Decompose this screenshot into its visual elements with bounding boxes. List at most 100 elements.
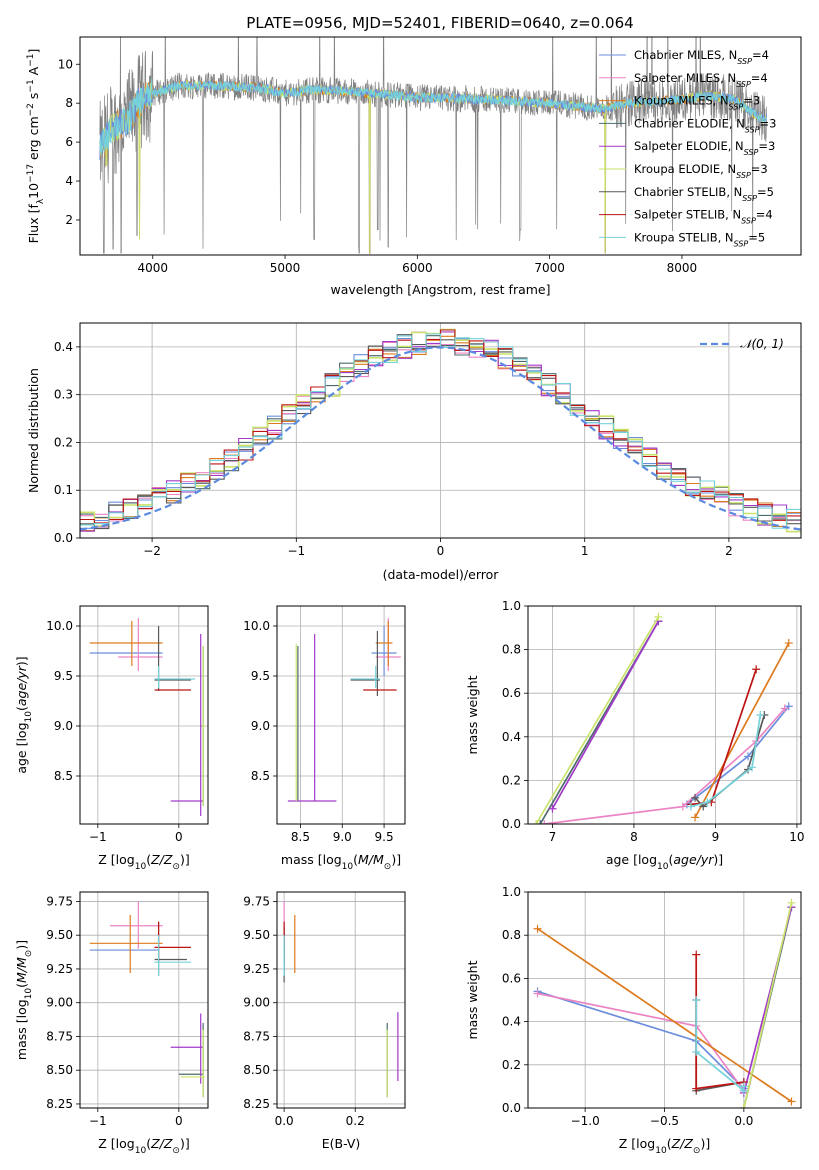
age-vs-Z-errorbar-salpeter-elodie bbox=[170, 634, 204, 816]
spectrum-xtick-label-1: 5000 bbox=[270, 261, 301, 275]
massweight-vs-Z-labels: Z [log10(Z/Z⊙)] mass weight bbox=[465, 960, 710, 1156]
legend-label-kroupa-elodie: Kroupa ELODIE, NSSP=3 bbox=[634, 162, 768, 180]
massweight-vs-Z-marker-kroupa-elodie-0 bbox=[739, 1104, 748, 1108]
age-vs-mass-labels: mass [log10(M/M⊙)] bbox=[281, 852, 401, 872]
mass-vs-Z-ytick-label-4: 9.25 bbox=[46, 962, 73, 976]
spectrum-frame bbox=[79, 36, 802, 256]
mass-vs-Z-frame bbox=[79, 891, 209, 1109]
massweight-vs-Z-xtick-label-1: −0.5 bbox=[650, 1114, 679, 1128]
massweight-vs-age-line-salpeter-elodie bbox=[551, 620, 660, 810]
residuals-xtick-label-1: −1 bbox=[287, 544, 305, 558]
massweight-vs-Z-plot-area bbox=[533, 898, 796, 1108]
legend-label-salpeter-miles: Salpeter MILES, NSSP=4 bbox=[634, 71, 768, 89]
massweight-vs-Z-line-chabrier-stelib bbox=[695, 1000, 745, 1092]
age-vs-Z-ytick-label-0: 8.5 bbox=[54, 769, 73, 783]
age-vs-Z-plot-area bbox=[89, 618, 206, 816]
spectrum-model-kroupa-stelib bbox=[99, 78, 768, 154]
massweight-vs-Z-ytick-label-2: 0.4 bbox=[502, 1015, 521, 1029]
age-vs-Z-errorbar-chabrier-stelib bbox=[154, 626, 191, 691]
massweight-vs-Z-marker-kroupa-miles-1 bbox=[787, 1097, 796, 1106]
age-vs-mass-xtick-label-0: 8.5 bbox=[291, 830, 310, 844]
residuals-axes: −2 −1 0 1 2 0.0 0.1 0.2 0.3 0.4 bbox=[54, 323, 801, 558]
age-vs-Z-ylabel: age [log10(age/yr)] bbox=[14, 656, 34, 773]
mass-vs-Z-errorbar-salpeter-stelib bbox=[154, 921, 191, 963]
massweight-vs-age-marker-salpeter-elodie-0 bbox=[548, 804, 557, 813]
massweight-vs-age-xtick-label-3: 10 bbox=[789, 830, 804, 844]
massweight-vs-Z-series-salpeter-elodie bbox=[739, 903, 796, 1097]
massweight-vs-age-series-kroupa-elodie bbox=[532, 612, 663, 824]
spectrum-xtick-label-4: 8000 bbox=[667, 261, 698, 275]
massweight-vs-age-xtick-label-2: 9 bbox=[712, 830, 720, 844]
massweight-vs-age-ytick-label-5: 1.0 bbox=[502, 599, 521, 613]
massweight-vs-age-xlabel: age [log10(age/yr)] bbox=[606, 852, 723, 872]
mass-vs-EBV-ytick-label-3: 9.00 bbox=[243, 996, 270, 1010]
massweight-vs-age-marker-salpeter-miles-3 bbox=[780, 704, 789, 713]
age-vs-Z-xtick-label-0: −1 bbox=[89, 830, 107, 844]
massweight-vs-age-marker-kroupa-miles-0 bbox=[691, 813, 700, 822]
spectrum-ytick-label-4: 10 bbox=[58, 57, 73, 71]
mass-vs-EBV-ytick-label-0: 8.25 bbox=[243, 1097, 270, 1111]
massweight-vs-age-marker-kroupa-miles-1 bbox=[784, 639, 793, 648]
spectrum-xtick-label-0: 4000 bbox=[137, 261, 168, 275]
mass-vs-Z-xlabel: Z [log10(Z/Z⊙)] bbox=[98, 1136, 189, 1156]
age-vs-Z-frame bbox=[79, 605, 209, 825]
mass-vs-Z-plot-area bbox=[89, 901, 205, 1098]
massweight-vs-age-ytick-label-3: 0.6 bbox=[502, 686, 521, 700]
massweight-vs-Z-xlabel: Z [log10(Z/Z⊙)] bbox=[619, 1136, 710, 1156]
mass-vs-EBV-ytick-label-1: 8.50 bbox=[243, 1063, 270, 1077]
massweight-vs-Z-series-chabrier-miles bbox=[533, 987, 748, 1093]
massweight-vs-Z-series-salpeter-miles bbox=[533, 989, 748, 1095]
massweight-vs-age-marker-salpeter-miles-1 bbox=[678, 802, 687, 811]
age-vs-Z-errorbar-salpeter-miles bbox=[118, 618, 163, 671]
age-vs-mass-frame bbox=[276, 605, 406, 825]
massweight-vs-age-marker-chabrier-stelib-0 bbox=[691, 793, 700, 802]
age-vs-Z-xtick-label-1: 0 bbox=[175, 830, 183, 844]
massweight-vs-Z-ytick-label-4: 0.8 bbox=[502, 928, 521, 942]
residuals-plot-area bbox=[80, 328, 801, 533]
age-vs-Z-ytick-label-3: 10.0 bbox=[46, 619, 73, 633]
massweight-vs-age-marker-salpeter-stelib-2 bbox=[752, 665, 761, 674]
massweight-vs-Z-line-kroupa-stelib bbox=[695, 1000, 745, 1093]
mass-vs-EBV-plot-area bbox=[283, 901, 399, 1098]
massweight-vs-age-marker-kroupa-stelib-0 bbox=[686, 802, 695, 811]
spectrum-ylabel: Flux [fλ10−17 erg cm−2 s−1 A−1] bbox=[26, 49, 46, 244]
age-vs-Z-ytick-label-1: 9.0 bbox=[54, 719, 73, 733]
residuals-xlabel: (data-model)/error bbox=[383, 567, 500, 582]
age-vs-mass-xtick-label-2: 9.5 bbox=[375, 830, 394, 844]
massweight-vs-Z-ytick-label-0: 0.0 bbox=[502, 1101, 521, 1115]
massweight-vs-age-marker-chabrier-elodie-0 bbox=[536, 820, 545, 824]
residuals-ytick-label-1: 0.1 bbox=[54, 483, 73, 497]
massweight-vs-age-xtick-label-0: 7 bbox=[549, 830, 557, 844]
age-vs-Z-axes: −1 0 8.5 9.0 9.5 10.0 bbox=[46, 606, 208, 844]
age-vs-Z-errorbar-kroupa-stelib bbox=[154, 666, 196, 688]
massweight-vs-age-marker-chabrier-miles-2 bbox=[784, 702, 793, 711]
massweight-vs-Z-marker-kroupa-stelib-3 bbox=[739, 1082, 748, 1091]
residuals-xtick-label-0: −2 bbox=[143, 544, 161, 558]
massweight-vs-age-series-kroupa-stelib bbox=[686, 711, 765, 811]
figure-title: PLATE=0956, MJD=52401, FIBERID=0640, z=0… bbox=[246, 14, 633, 32]
spectrum-legend: Chabrier MILES, NSSP=4 Salpeter MILES, NS… bbox=[599, 48, 776, 248]
massweight-vs-age-line-kroupa-stelib bbox=[690, 714, 762, 808]
residuals-ytick-label-2: 0.2 bbox=[54, 435, 73, 449]
massweight-vs-Z-ylabel: mass weight bbox=[465, 960, 480, 1039]
mass-vs-EBV-xtick-label-0: 0.0 bbox=[275, 1114, 294, 1128]
mass-vs-Z-ytick-label-2: 8.75 bbox=[46, 1029, 73, 1043]
residuals-frame bbox=[79, 322, 802, 539]
massweight-vs-age-labels: age [log10(age/yr)] mass weight bbox=[465, 675, 723, 872]
residuals-ytick-label-3: 0.3 bbox=[54, 388, 73, 402]
massweight-vs-age-series-chabrier-stelib bbox=[691, 711, 769, 811]
mass-vs-Z-errorbar-kroupa-stelib bbox=[154, 935, 191, 976]
massweight-vs-Z-line-kroupa-elodie bbox=[743, 902, 793, 1108]
massweight-vs-Z-series-kroupa-elodie bbox=[739, 898, 796, 1108]
massweight-vs-Z-line-chabrier-miles bbox=[537, 990, 745, 1090]
mass-vs-EBV-ytick-label-4: 9.25 bbox=[243, 962, 270, 976]
massweight-vs-Z-series-kroupa-stelib bbox=[692, 996, 748, 1095]
mass-vs-Z-ytick-label-3: 9.00 bbox=[46, 996, 73, 1010]
mass-vs-EBV-ytick-label-5: 9.50 bbox=[243, 928, 270, 942]
mass-vs-EBV-labels: E(B-V) bbox=[322, 1136, 361, 1151]
massweight-vs-age-marker-salpeter-miles-0 bbox=[540, 820, 549, 824]
massweight-vs-age-marker-kroupa-stelib-2 bbox=[748, 763, 757, 772]
residuals-axis-labels: (data-model)/error Normed distribution bbox=[26, 368, 499, 582]
legend-label-chabrier-stelib: Chabrier STELIB, NSSP=5 bbox=[634, 185, 774, 203]
mass-vs-Z-errorbar-chabrier-elodie bbox=[178, 1022, 204, 1098]
